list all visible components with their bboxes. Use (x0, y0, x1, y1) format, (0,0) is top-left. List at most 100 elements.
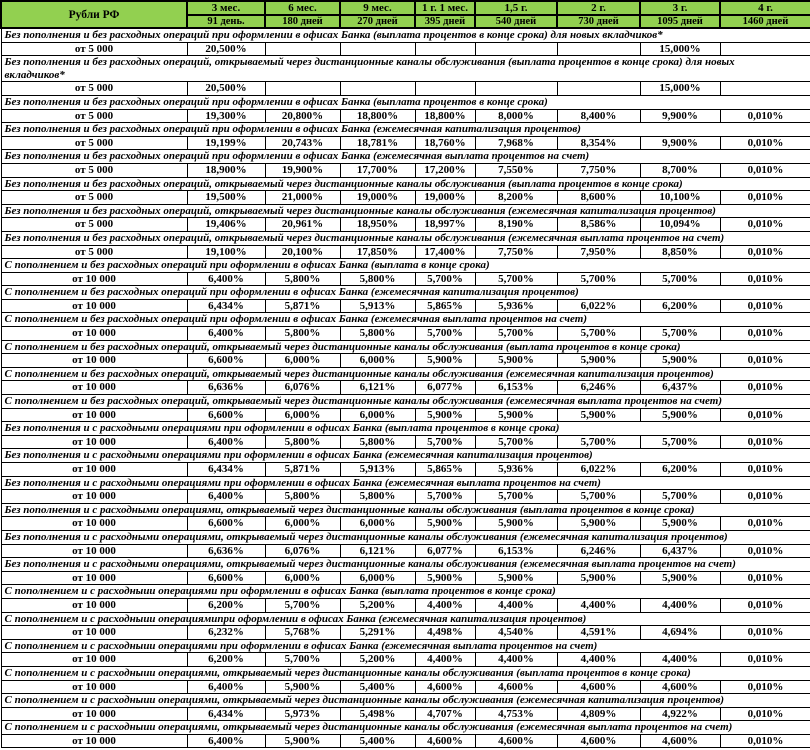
amount-cell: от 5 000 (0, 190, 188, 205)
section-title: Без пополнения и без расходных операций … (0, 149, 810, 164)
rate-cell: 4,400% (414, 597, 476, 613)
section-title: С пополнением и с расходныии операциямип… (0, 611, 810, 627)
currency-header-cell: Рубли РФ (0, 0, 188, 29)
section-title: Без пополнения и с расходными операциями… (0, 529, 810, 545)
rate-cell: 5,936% (474, 462, 558, 477)
rate-cell: 5,913% (339, 462, 416, 477)
rate-cell: 5,700% (414, 326, 476, 341)
rate-cell: 6,200% (186, 652, 266, 667)
rate-cell: 0,010% (719, 434, 810, 450)
rate-cell: 6,000% (339, 353, 416, 368)
section-title-row: С пополнением и с расходныии операциями … (0, 584, 810, 599)
section-title: Без пополнения и без расходных операций,… (0, 230, 810, 246)
rate-cell: 8,700% (639, 162, 721, 178)
amount-cell: от 5 000 (0, 244, 188, 260)
rate-cell: 6,246% (556, 543, 641, 559)
amount-cell: от 10 000 (0, 543, 188, 559)
rate-cell: 6,153% (474, 543, 558, 559)
term-header-cell: 3 мес. (186, 0, 266, 16)
rate-cell: 5,400% (339, 679, 416, 695)
section-title-row: Без пополнения и с расходными операциями… (0, 448, 810, 463)
rate-cell: 4,591% (556, 625, 641, 640)
days-header-row: 91 день. 180 дней 270 дней 395 дней 540 … (1, 14, 810, 29)
section-title: Без пополнения и с расходными операциями… (0, 502, 810, 518)
amount-cell: от 10 000 (0, 733, 188, 749)
section-data-row: от 10 000 6,434% 5,871% 5,913% 5,865% 5,936% 6… (0, 298, 810, 314)
rate-cell: 5,700% (264, 597, 341, 613)
rate-cell: 15,000% (639, 41, 721, 57)
rate-cell: 6,400% (186, 733, 266, 749)
rate-cell: 6,000% (264, 353, 341, 368)
rate-cell: 6,434% (186, 462, 266, 477)
rate-cell: 6,400% (186, 679, 266, 695)
rate-cell: 4,694% (639, 625, 721, 640)
rate-cell: 6,636% (186, 380, 266, 396)
section-title: С пополнением и без расходных операций, … (0, 339, 810, 355)
rate-cell: 15,000% (639, 81, 721, 96)
rate-cell: 10,100% (639, 190, 721, 205)
rate-cell: 0,010% (719, 326, 810, 341)
amount-cell: от 10 000 (0, 679, 188, 695)
days-header-cell: 1460 дней (719, 14, 810, 29)
rate-cell: 6,400% (186, 489, 266, 504)
section-title: Без пополнения и без расходных операций,… (0, 176, 810, 192)
rate-cell: 18,950% (339, 217, 416, 232)
rate-cell: 5,400% (339, 733, 416, 749)
rate-cell (719, 41, 810, 57)
section-data-row: от 5 000 18,900% 19,900% 17,700% 17,200% 7,55… (0, 162, 810, 178)
rate-cell: 0,010% (719, 135, 810, 151)
rate-cell: 0,010% (719, 570, 810, 586)
rate-cell: 4,922% (639, 706, 721, 722)
amount-cell: от 5 000 (0, 162, 188, 178)
section-data-row: от 10 000 6,400% 5,900% 5,400% 4,600% 4,600% 4… (0, 733, 810, 749)
rate-cell: 18,760% (414, 135, 476, 151)
amount-cell: от 10 000 (0, 407, 188, 423)
rate-cell: 9,900% (639, 135, 721, 151)
rate-cell: 5,200% (339, 597, 416, 613)
term-header-cell: 1 г. 1 мес. (414, 0, 476, 16)
rate-cell: 19,100% (186, 244, 266, 260)
section-data-row: от 10 000 6,636% 6,076% 6,121% 6,077% 6,153% 6… (0, 380, 810, 396)
rate-cell: 5,900% (556, 353, 641, 368)
term-header-cell: 2 г. (556, 0, 641, 16)
section-title: С пополнением и без расходных операций, … (0, 394, 810, 409)
rate-cell: 5,700% (556, 489, 641, 504)
amount-cell: от 5 000 (0, 217, 188, 232)
section-title-row: С пополнением и без расходных операций, … (0, 366, 810, 382)
rate-cell: 5,700% (639, 326, 721, 341)
rate-cell: 5,900% (474, 516, 558, 531)
rate-cell (474, 41, 558, 57)
rate-cell: 5,800% (339, 489, 416, 504)
section-title-row: С пополнением и без расходных операций, … (0, 394, 810, 409)
rate-cell: 6,121% (339, 543, 416, 559)
section-data-row: от 10 000 6,400% 5,800% 5,800% 5,700% 5,700% 5… (0, 489, 810, 504)
rate-cell: 4,809% (556, 706, 641, 722)
rate-cell: 4,400% (556, 597, 641, 613)
amount-cell: от 10 000 (0, 597, 188, 613)
amount-cell: от 10 000 (0, 625, 188, 640)
rate-cell: 20,800% (264, 108, 341, 124)
rate-cell: 5,900% (264, 733, 341, 749)
rate-cell: 5,700% (639, 489, 721, 504)
table-header: Рубли РФ 3 мес. 6 мес. 9 мес. 1 г. 1 мес… (0, 0, 810, 29)
rate-cell: 8,850% (639, 244, 721, 260)
rate-cell: 6,600% (186, 407, 266, 423)
rate-cell: 0,010% (719, 380, 810, 396)
section-title-row: С пополнением и с расходныии операциямип… (0, 611, 810, 627)
section-title-row: Без пополнения и без расходных операций,… (0, 176, 810, 192)
section-data-row: от 10 000 6,434% 5,973% 5,498% 4,707% 4,753% 4… (0, 706, 810, 722)
rate-cell: 6,600% (186, 570, 266, 586)
days-header-cell: 180 дней (264, 14, 341, 29)
rate-cell: 20,961% (264, 217, 341, 232)
section-title: С пополнением и без расходных операций, … (0, 366, 810, 382)
rate-cell: 0,010% (719, 190, 810, 205)
rate-cell: 6,200% (639, 462, 721, 477)
deposit-table-body: Без пополнения и без расходных операций … (0, 27, 810, 749)
section-title-row: С пополнением и с расходныии операциями,… (0, 693, 810, 708)
rate-cell: 20,500% (186, 81, 266, 96)
rate-cell: 9,900% (639, 108, 721, 124)
rate-cell: 5,936% (474, 298, 558, 314)
rate-cell: 4,600% (639, 733, 721, 749)
rate-cell: 5,800% (264, 489, 341, 504)
section-title-row: Без пополнения и с расходными операциями… (0, 421, 810, 436)
